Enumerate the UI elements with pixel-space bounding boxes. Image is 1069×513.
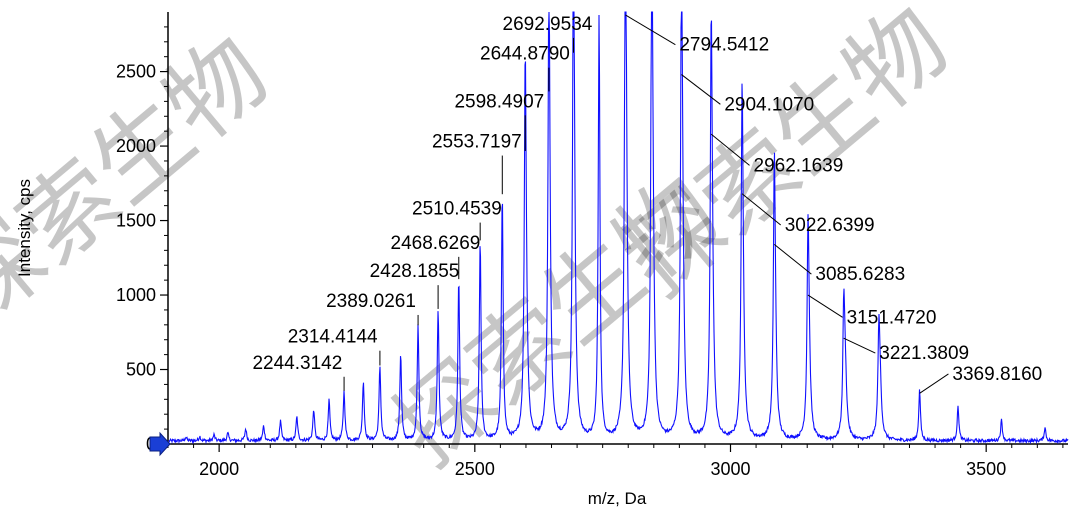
peak-label: 2389.0261 (326, 291, 416, 312)
peak-leader-line (843, 337, 876, 354)
peak-leader-line (773, 243, 812, 275)
peak-leader-line (710, 133, 750, 166)
peak-label: 2794.5412 (679, 35, 769, 56)
y-tick-label: 500 (126, 360, 156, 380)
peak-label: 2553.7197 (432, 132, 522, 153)
peak-label: 3369.8160 (952, 364, 1042, 385)
x-tick-label: 3000 (710, 459, 750, 479)
peak-label: 3151.4720 (847, 307, 937, 328)
spectrum-trace (168, 11, 1069, 445)
peak-label: 2314.4144 (288, 327, 378, 348)
y-tick-label: 2000 (116, 136, 156, 156)
peak-label: 2598.4907 (454, 91, 544, 112)
x-axis-title: m/z, Da (588, 489, 647, 508)
peak-label: 3221.3809 (879, 343, 969, 364)
peak-label: 2468.6269 (391, 233, 481, 254)
y-tick-label: 1500 (116, 211, 156, 231)
peak-leader-line (681, 74, 721, 105)
peak-leader-line (625, 14, 676, 46)
y-tick-label: 2500 (116, 62, 156, 82)
peak-leader-line (741, 193, 782, 226)
y-tick-label: 1000 (116, 285, 156, 305)
peak-leader-line (919, 373, 949, 394)
zero-arrow-marker[interactable] (149, 431, 171, 457)
peak-label: 2644.8790 (480, 44, 570, 65)
spectrum-line (168, 11, 1069, 445)
peak-label: 2510.4539 (412, 199, 502, 220)
x-tick-label: 2500 (455, 459, 495, 479)
x-ticks: 2000 2500 3000 3500 (167, 444, 1064, 479)
peak-label: 2428.1855 (370, 261, 460, 282)
peak-label: 2692.9534 (503, 14, 593, 35)
axes (167, 12, 1068, 445)
x-tick-label: 2000 (199, 459, 239, 479)
zero-arrow-icon[interactable] (149, 431, 171, 457)
y-axis-title: Intensity, cps (15, 179, 34, 277)
peak-label: 2962.1639 (754, 155, 844, 176)
x-tick-label: 3500 (966, 459, 1006, 479)
peak-label: 3085.6283 (815, 264, 905, 285)
peak-label: 3022.6399 (785, 215, 875, 236)
peak-annotations: 2244.3142 2314.4144 2389.0261 2428.1855 2468… (252, 14, 1042, 394)
peak-label: 2244.3142 (252, 353, 342, 374)
peak-leader-line (807, 294, 843, 318)
peak-label: 2904.1070 (724, 94, 814, 115)
